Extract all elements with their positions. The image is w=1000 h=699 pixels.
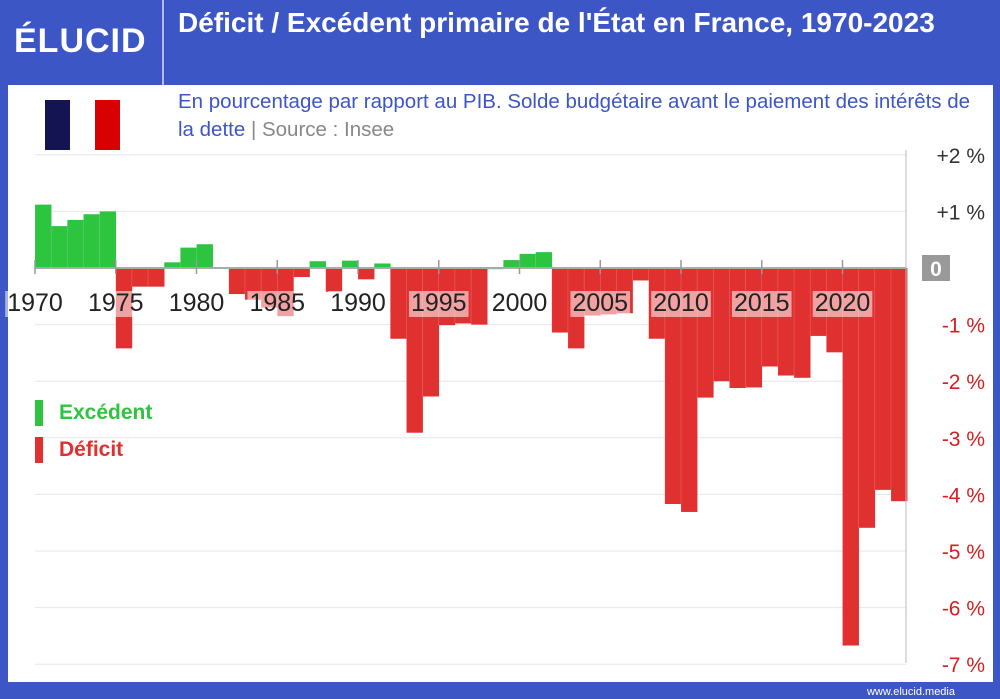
legend-label-surplus: Excédent bbox=[59, 401, 153, 424]
bar-2015 bbox=[761, 268, 779, 367]
x-tick-label: 2010 bbox=[653, 289, 709, 317]
y-tick-label: -3 % bbox=[942, 428, 985, 451]
x-tick-label: 2015 bbox=[734, 289, 790, 317]
bar-2010 bbox=[681, 268, 698, 512]
x-tick-label: 1980 bbox=[169, 289, 225, 317]
bar-2020 bbox=[842, 268, 859, 646]
subtitle-separator: | bbox=[245, 118, 262, 141]
bar-1999 bbox=[503, 260, 520, 268]
bar-1990 bbox=[358, 268, 375, 280]
y-tick-label: -6 % bbox=[942, 598, 985, 621]
elucid-logo: ÉLUCID bbox=[14, 22, 147, 60]
x-tick-label-bg bbox=[5, 291, 65, 317]
x-tick-label: 1970 bbox=[7, 289, 63, 317]
bar-1978 bbox=[164, 262, 181, 268]
source-text: Source : Insee bbox=[261, 118, 395, 141]
bar-1977 bbox=[148, 268, 165, 287]
bar-1970 bbox=[35, 204, 52, 268]
bar-1972 bbox=[67, 219, 84, 268]
x-tick-label-bg bbox=[247, 291, 308, 317]
subtitle-text: En pourcentage par rapport au PIB. Solde… bbox=[178, 90, 971, 141]
x-tick-label: 1975 bbox=[88, 289, 144, 317]
y-tick-label: -5 % bbox=[942, 541, 985, 564]
bar-2007 bbox=[632, 268, 649, 281]
zero-label-bg bbox=[922, 255, 950, 281]
y-tick-label: +1 % bbox=[937, 201, 985, 224]
bar-2012 bbox=[713, 268, 730, 382]
france-flag-icon bbox=[45, 100, 120, 150]
bar-1971 bbox=[51, 226, 68, 268]
bar-1982 bbox=[228, 268, 246, 295]
bar-1980 bbox=[196, 244, 213, 268]
x-tick-label: 1985 bbox=[249, 289, 305, 317]
x-tick-label-bg bbox=[489, 291, 550, 317]
legend-deficit: Déficit bbox=[35, 437, 123, 463]
x-tick-label: 2005 bbox=[572, 289, 628, 317]
bar-2016 bbox=[777, 268, 795, 376]
bar-1987 bbox=[309, 261, 326, 268]
bar-1988 bbox=[325, 268, 343, 292]
bar-2000 bbox=[519, 253, 536, 268]
y-tick-label: -2 % bbox=[942, 371, 985, 394]
header-divider bbox=[162, 0, 164, 85]
chart-title: Déficit / Excédent primaire de l'État en… bbox=[178, 7, 935, 38]
x-tick-label-bg bbox=[731, 291, 792, 317]
x-tick-label-bg bbox=[408, 291, 469, 317]
y-tick-label: -4 % bbox=[942, 484, 985, 507]
bar-2017 bbox=[794, 268, 811, 378]
legend-surplus: Excédent bbox=[35, 400, 152, 426]
bar-2023 bbox=[890, 268, 908, 502]
bar-2013 bbox=[729, 268, 746, 388]
footer-url: www.elucid.media bbox=[866, 686, 955, 698]
bar-1991 bbox=[374, 263, 391, 268]
bar-1992 bbox=[390, 268, 407, 339]
bar-2009 bbox=[664, 268, 682, 505]
legend-swatch-deficit bbox=[35, 437, 43, 463]
bar-2021 bbox=[858, 268, 876, 528]
x-tick-label: 2020 bbox=[815, 289, 871, 317]
y-tick-label: -7 % bbox=[942, 654, 985, 677]
chart-subtitle: En pourcentage par rapport au PIB. Solde… bbox=[178, 88, 978, 144]
legend-swatch-surplus bbox=[35, 400, 43, 426]
bar-2014 bbox=[745, 268, 763, 388]
bar-2011 bbox=[697, 268, 714, 398]
bar-2022 bbox=[874, 268, 892, 490]
x-tick-label-bg bbox=[570, 291, 631, 317]
bar-1979 bbox=[180, 247, 197, 268]
bar-1989 bbox=[341, 260, 359, 268]
y-tick-label: +2 % bbox=[937, 145, 985, 168]
bar-1974 bbox=[99, 211, 117, 268]
bar-1994 bbox=[422, 268, 440, 397]
x-tick-label-bg bbox=[812, 291, 873, 317]
x-tick-label-bg bbox=[328, 291, 388, 317]
x-tick-label-bg bbox=[85, 291, 146, 317]
x-tick-label: 1995 bbox=[411, 289, 467, 317]
bar-1997 bbox=[471, 268, 488, 325]
x-tick-label: 2000 bbox=[492, 289, 548, 317]
chart-panel bbox=[8, 85, 993, 682]
bar-2002 bbox=[551, 268, 569, 333]
legend-label-deficit: Déficit bbox=[59, 438, 124, 461]
y-tick-label: 0 bbox=[930, 258, 942, 281]
bar-1976 bbox=[131, 268, 149, 287]
bar-1973 bbox=[83, 214, 100, 268]
bar-1986 bbox=[293, 268, 310, 278]
bar-2001 bbox=[535, 252, 553, 268]
y-tick-label: -1 % bbox=[942, 315, 985, 338]
x-tick-label: 1990 bbox=[330, 289, 386, 317]
x-tick-label-bg bbox=[651, 291, 711, 317]
x-tick-label-bg bbox=[166, 291, 227, 317]
